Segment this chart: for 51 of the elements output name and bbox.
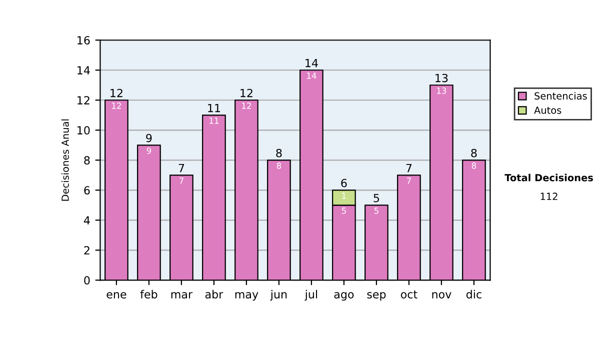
x-tick-label: jun [270, 290, 287, 301]
data-label: 7 [406, 178, 411, 184]
x-tick-label: ago [334, 292, 354, 301]
y-tick-label: 16 [78, 36, 90, 44]
x-tick-label: feb [140, 290, 158, 298]
data-label: 11 [210, 118, 218, 124]
total-label: 14 [306, 58, 318, 68]
x-tick-label: nov [432, 292, 452, 298]
y-tick-label: 2 [84, 246, 90, 254]
total-label: 6 [341, 178, 347, 188]
y-tick-label: 8 [84, 156, 90, 165]
total-label: 9 [146, 134, 152, 142]
total-label: 5 [374, 194, 380, 202]
x-tick-label: abr [205, 290, 224, 298]
y-tick-label: 6 [84, 186, 90, 195]
x-tick-label: jul [304, 290, 318, 301]
y-tick-label: 4 [84, 216, 90, 224]
total-label: 8 [471, 148, 477, 158]
data-label: 1 [342, 192, 346, 199]
x-tick-label: ene [106, 292, 126, 298]
data-label: 14 [307, 72, 316, 79]
data-label: 5 [374, 208, 378, 214]
data-label: 8 [472, 162, 476, 169]
total-label: 12 [110, 88, 122, 98]
x-tick-label: oct [400, 290, 418, 298]
legend-label: Autos [534, 106, 562, 114]
y-axis-title: Decisiones Anual [61, 119, 69, 201]
total-label: 11 [208, 104, 220, 112]
text: Total Decisiones [504, 174, 593, 182]
total-label: 13 [436, 74, 448, 82]
data-label: 13 [437, 88, 446, 94]
data-label: 12 [242, 102, 251, 109]
data-label: 8 [276, 162, 282, 169]
data-label: 7 [179, 178, 184, 184]
x-tick-label: mar [171, 292, 193, 298]
data-label: 5 [342, 208, 346, 214]
data-label: 9 [146, 148, 152, 154]
x-tick-label: dic [466, 290, 482, 298]
x-tick-label: may [235, 292, 258, 301]
total-label: 7 [178, 164, 184, 172]
total-label: 8 [276, 148, 282, 158]
text: 112 [540, 192, 558, 200]
legend-label: Sentencias [534, 92, 587, 100]
total-label: 7 [406, 164, 412, 172]
y-tick-label: 12 [78, 96, 90, 104]
x-tick-label: sep [367, 292, 386, 301]
y-tick-label: 0 [84, 276, 90, 285]
y-tick-label: 10 [78, 126, 90, 135]
data-label: 12 [112, 102, 121, 109]
total-label: 12 [240, 88, 252, 98]
y-tick-label: 14 [78, 66, 90, 74]
